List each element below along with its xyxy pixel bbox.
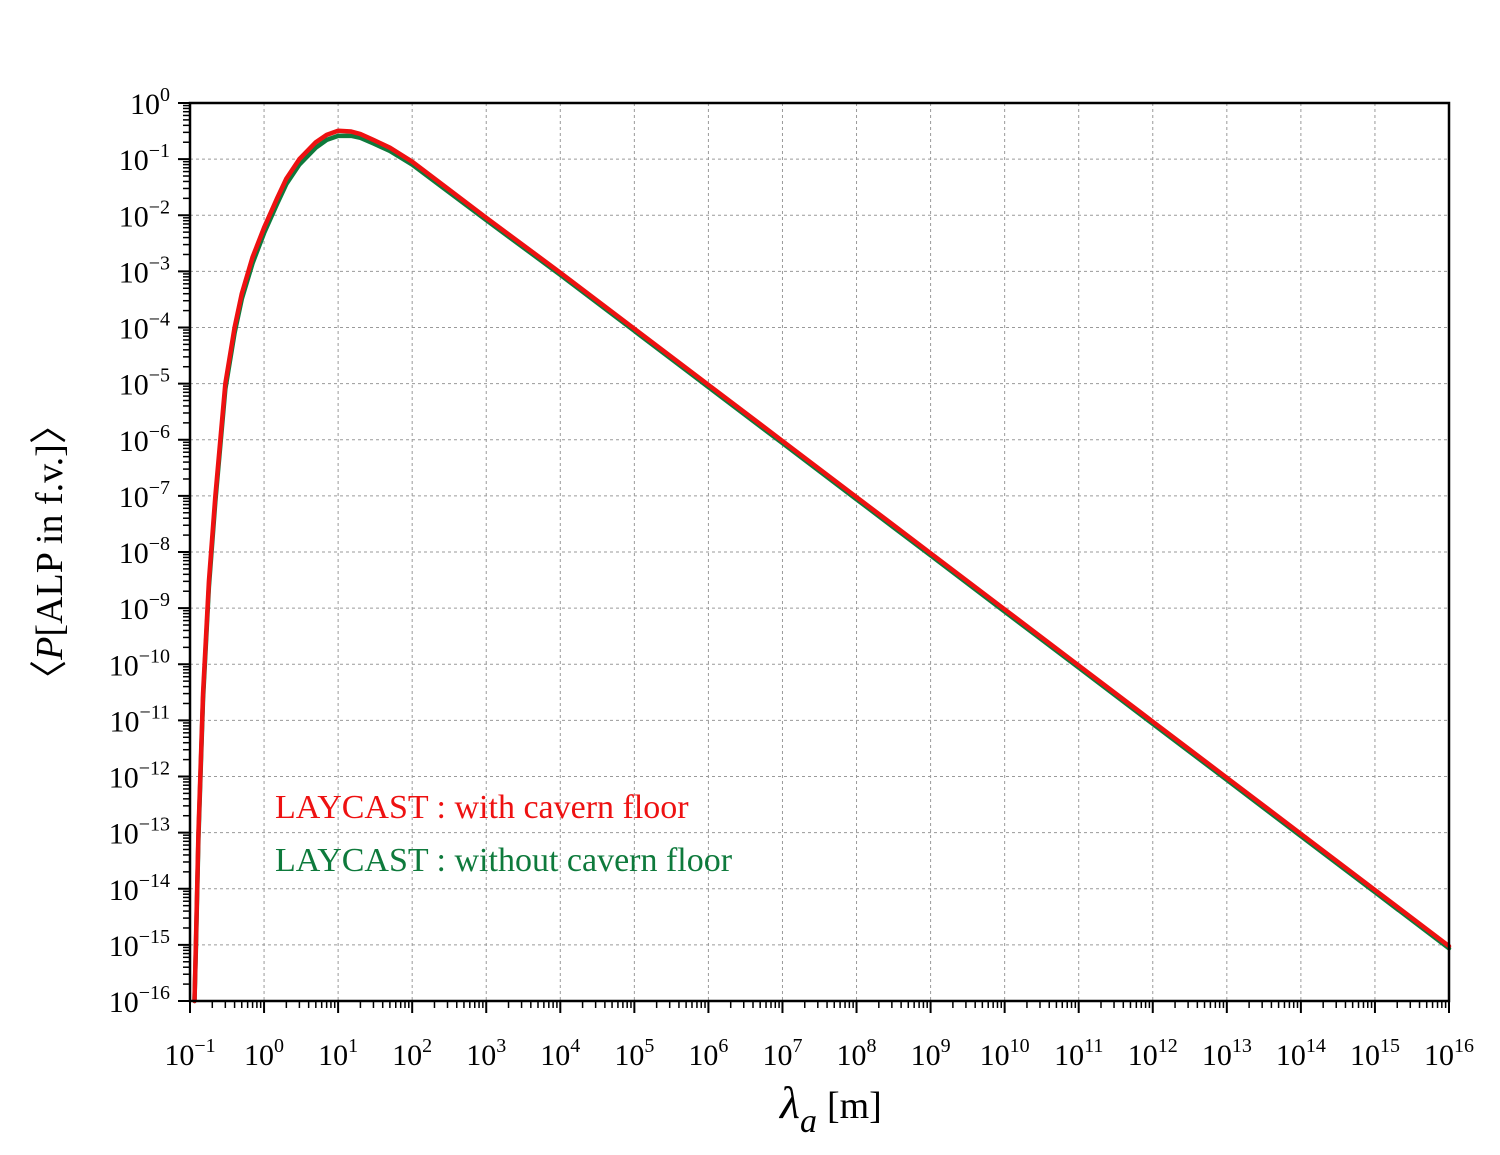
legend-entry-without-floor: LAYCAST : without cavern floor xyxy=(275,842,733,879)
y-tick-label: 10−4 xyxy=(119,309,170,346)
ticks xyxy=(178,102,1450,1013)
y-tick-label: 10−15 xyxy=(109,926,170,963)
x-tick-label: 1016 xyxy=(1424,1035,1474,1072)
x-tick-label: 1012 xyxy=(1128,1035,1178,1072)
x-tick-label: 109 xyxy=(911,1035,951,1072)
y-tick-labels: 100 10−1 10−2 10−3 10−4 10−5 10−6 10−7 10−8 10−9 1… xyxy=(109,84,170,1019)
y-tick-label: 10−11 xyxy=(109,701,170,738)
y-axis-close-bracket: 〉 xyxy=(29,406,71,444)
x-axis-title: λa [m] xyxy=(778,1077,882,1140)
y-axis-title: 〈P[ALP in f.v.]〉 xyxy=(29,406,71,698)
x-tick-label: 100 xyxy=(244,1035,284,1072)
series-layer xyxy=(192,128,1452,1004)
x-tick-label: 1015 xyxy=(1350,1035,1400,1072)
y-tick-label: 10−7 xyxy=(119,477,170,514)
series-line-with-floor xyxy=(192,128,1452,1004)
y-tick-label: 10−5 xyxy=(119,365,170,402)
x-tick-label: 106 xyxy=(688,1035,728,1072)
x-axis-unit: [m] xyxy=(827,1085,882,1127)
x-tick-label: 1014 xyxy=(1276,1035,1326,1072)
x-tick-label: 1010 xyxy=(980,1035,1030,1072)
y-tick-label: 10−9 xyxy=(119,589,170,626)
x-tick-label: 10−1 xyxy=(164,1035,215,1072)
x-tick-label: 105 xyxy=(614,1035,654,1072)
y-tick-label: 10−13 xyxy=(109,814,170,851)
x-tick-label: 1011 xyxy=(1054,1035,1103,1072)
y-tick-label: 10−2 xyxy=(119,196,170,233)
y-tick-label: 10−14 xyxy=(109,870,170,907)
y-tick-label: 10−3 xyxy=(119,252,170,289)
y-axis-text: [ALP in f.v.] xyxy=(29,444,71,636)
y-tick-label: 10−6 xyxy=(119,421,170,458)
x-tick-label: 101 xyxy=(318,1035,358,1072)
y-tick-label: 10−1 xyxy=(119,140,170,177)
x-tick-label: 103 xyxy=(466,1035,506,1072)
y-axis-open-bracket: 〈 xyxy=(29,660,71,698)
x-tick-label: 102 xyxy=(392,1035,432,1072)
y-tick-label: 10−12 xyxy=(109,758,170,795)
legend: LAYCAST : with cavern floor LAYCAST : wi… xyxy=(275,789,733,879)
y-tick-label: 10−8 xyxy=(119,533,170,570)
y-tick-label: 10−10 xyxy=(109,645,170,682)
legend-entry-with-floor: LAYCAST : with cavern floor xyxy=(275,789,689,826)
x-axis-symbol: λ xyxy=(778,1077,800,1128)
x-tick-label: 107 xyxy=(762,1035,802,1072)
x-axis-subscript: a xyxy=(800,1103,817,1140)
x-tick-label: 108 xyxy=(837,1035,877,1072)
x-tick-label: 1013 xyxy=(1202,1035,1252,1072)
y-tick-label: 100 xyxy=(130,84,170,121)
y-tick-label: 10−16 xyxy=(109,982,170,1019)
x-tick-label: 104 xyxy=(540,1035,580,1072)
y-axis-symbol: P xyxy=(29,637,71,661)
x-tick-labels: 10−1 100 101 102 103 104 105 106 107 108 109 1010 10… xyxy=(164,1035,1474,1072)
